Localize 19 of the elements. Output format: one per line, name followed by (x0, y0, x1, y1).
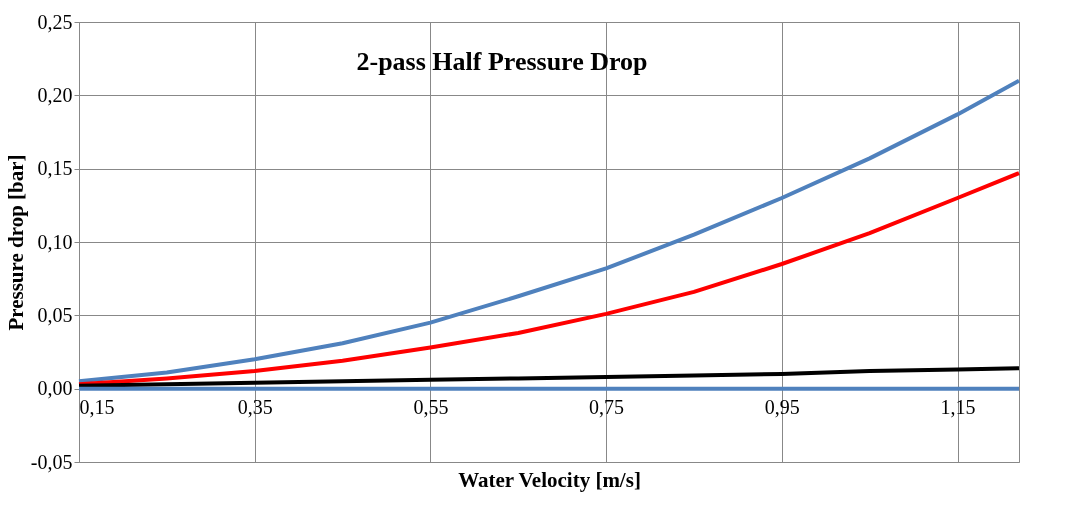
x-axis-title: Water Velocity [m/s] (458, 467, 641, 492)
line-series (77, 171, 1021, 387)
y-tick-label: 0,15 (37, 157, 73, 180)
line-series (77, 78, 1021, 384)
y-tick-label: 0,05 (37, 303, 73, 326)
line-series (77, 366, 1021, 388)
y-tick-label: 0,20 (37, 83, 73, 106)
x-tick-label: 1,15 (940, 396, 976, 419)
text: 2-pass Half Pressure Drop (356, 47, 648, 76)
y-tick-label: 0,00 (37, 377, 73, 400)
x-tick-label: 0,15 (79, 396, 115, 419)
y-tick-label: -0,05 (30, 450, 73, 473)
y-tick-label: 0,25 (37, 10, 73, 33)
x-tick-label: 0,75 (589, 396, 625, 419)
y-axis-title: Pressure drop [bar] (3, 154, 28, 331)
x-tick-label: 0,55 (413, 396, 449, 419)
x-tick-label: 0,95 (764, 396, 800, 419)
y-tick-label: 0,10 (37, 230, 73, 253)
x-tick-label: 0,35 (237, 396, 273, 419)
